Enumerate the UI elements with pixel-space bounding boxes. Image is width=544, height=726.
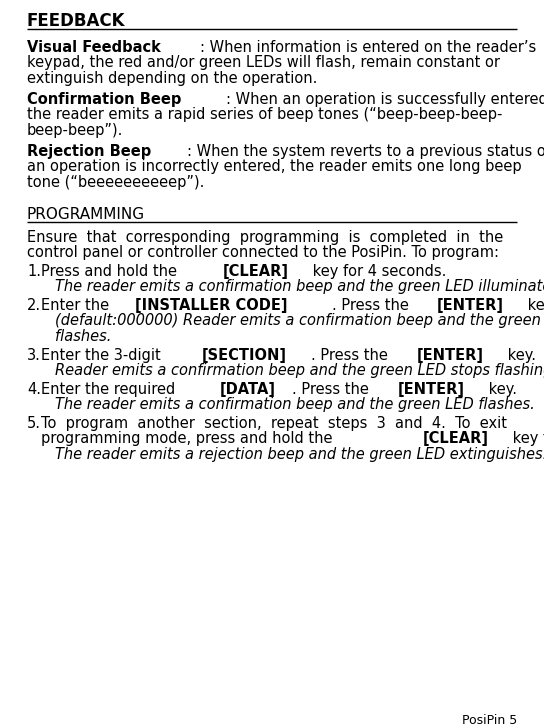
Text: . Press the: . Press the [332,298,413,313]
Text: key for 4 seconds.: key for 4 seconds. [307,264,446,279]
Text: the reader emits a rapid series of beep tones (“beep-beep-beep-: the reader emits a rapid series of beep … [27,107,502,123]
Text: key.: key. [523,298,544,313]
Text: [CLEAR]: [CLEAR] [423,431,489,446]
Text: tone (“beeeeeeeeeep”).: tone (“beeeeeeeeeep”). [27,175,205,190]
Text: an operation is incorrectly entered, the reader emits one long beep: an operation is incorrectly entered, the… [27,160,522,174]
Text: 3.: 3. [27,348,41,363]
Text: [DATA]: [DATA] [220,382,276,397]
Text: key for 4 sec.: key for 4 sec. [508,431,544,446]
Text: 5.: 5. [27,416,41,431]
Text: Confirmation Beep: Confirmation Beep [27,92,181,107]
Text: 2.: 2. [27,298,41,313]
Text: flashes.: flashes. [55,329,112,344]
Text: Press and hold the: Press and hold the [41,264,182,279]
Text: : When an operation is successfully entered,: : When an operation is successfully ente… [226,92,544,107]
Text: The reader emits a confirmation beep and the green LED flashes.: The reader emits a confirmation beep and… [55,398,535,412]
Text: Enter the 3-digit: Enter the 3-digit [41,348,165,363]
Text: beep-beep”).: beep-beep”). [27,123,123,138]
Text: Rejection Beep: Rejection Beep [27,144,151,159]
Text: [ENTER]: [ENTER] [437,298,504,313]
Text: Ensure  that  corresponding  programming  is  completed  in  the: Ensure that corresponding programming is… [27,230,503,245]
Text: Visual Feedback: Visual Feedback [27,40,161,55]
Text: extinguish depending on the operation.: extinguish depending on the operation. [27,71,317,86]
Text: control panel or controller connected to the PosiPin. To program:: control panel or controller connected to… [27,245,499,261]
Text: Reader emits a confirmation beep and the green LED stops flashing.: Reader emits a confirmation beep and the… [55,364,544,378]
Text: key.: key. [503,348,536,363]
Text: keypad, the red and/or green LEDs will flash, remain constant or: keypad, the red and/or green LEDs will f… [27,55,500,70]
Text: The reader emits a rejection beep and the green LED extinguishes.: The reader emits a rejection beep and th… [55,447,544,462]
Text: Enter the: Enter the [41,298,114,313]
Text: The reader emits a confirmation beep and the green LED illuminates.: The reader emits a confirmation beep and… [55,280,544,295]
Text: [ENTER]: [ENTER] [398,382,465,397]
Text: . Press the: . Press the [311,348,393,363]
Text: [SECTION]: [SECTION] [201,348,287,363]
Text: [ENTER]: [ENTER] [416,348,483,363]
Text: [INSTALLER CODE]: [INSTALLER CODE] [135,298,287,313]
Text: FEEDBACK: FEEDBACK [27,12,126,30]
Text: [CLEAR]: [CLEAR] [222,264,288,279]
Text: 1.: 1. [27,264,41,279]
Text: (default:000000) Reader emits a confirmation beep and the green LED: (default:000000) Reader emits a confirma… [55,314,544,328]
Text: key.: key. [484,382,517,397]
Text: : When the system reverts to a previous status or: : When the system reverts to a previous … [187,144,544,159]
Text: 4.: 4. [27,382,41,397]
Text: . Press the: . Press the [293,382,374,397]
Text: Enter the required: Enter the required [41,382,180,397]
Text: PROGRAMMING: PROGRAMMING [27,207,145,222]
Text: PosiPin 5: PosiPin 5 [462,714,517,726]
Text: programming mode, press and hold the: programming mode, press and hold the [41,431,337,446]
Text: : When information is entered on the reader’s: : When information is entered on the rea… [200,40,536,55]
Text: To  program  another  section,  repeat  steps  3  and  4.  To  exit: To program another section, repeat steps… [41,416,507,431]
